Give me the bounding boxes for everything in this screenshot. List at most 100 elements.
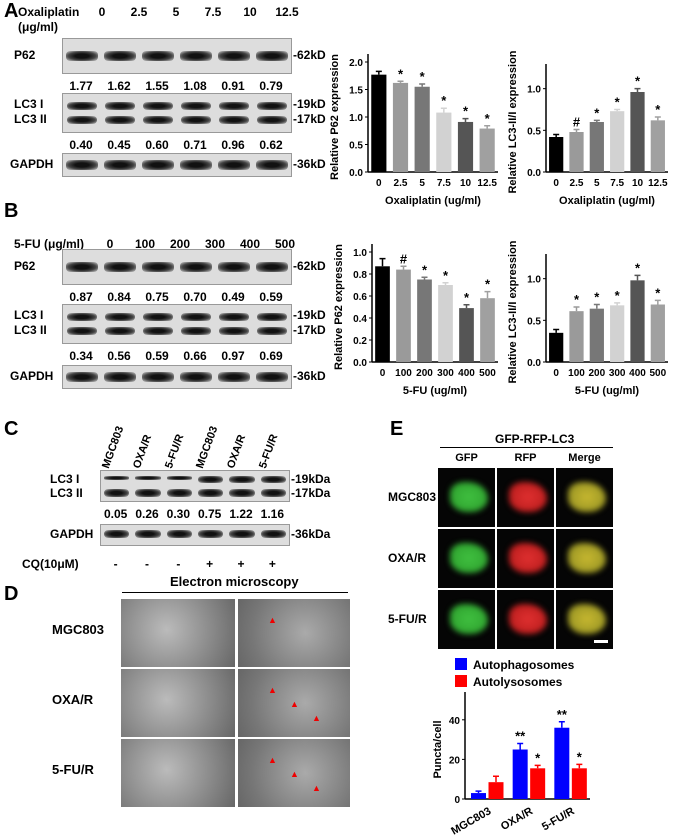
bar: [396, 269, 411, 362]
y-axis-label: Relative P62 expression: [329, 54, 341, 180]
densitometry-value: 0.59: [145, 349, 169, 363]
lc3ii-label: LC3 II: [14, 112, 47, 126]
bar: [589, 122, 604, 172]
fluorescence-image: [497, 468, 554, 527]
error-bar: [654, 299, 661, 305]
densitometry-value: 1.16: [260, 507, 284, 521]
densitometry-value: 1.62: [107, 79, 131, 93]
x-tick-label: 2.5: [394, 178, 408, 189]
y-axis-label: Relative LC3-II/I expression: [507, 240, 519, 383]
kd-36: -36kDa: [291, 527, 331, 541]
band: [143, 313, 173, 321]
x-tick-label: 200: [416, 368, 433, 379]
em-image-low-mag: [120, 668, 236, 738]
dose-label: 100: [134, 237, 156, 251]
y-tick-label: 0: [454, 795, 460, 806]
bar: [569, 132, 584, 172]
channel-label: GFP: [455, 452, 478, 464]
y-tick-label: 2.0: [349, 58, 363, 69]
band: [180, 262, 212, 272]
significance-mark: *: [655, 285, 661, 300]
band: [67, 327, 97, 335]
cq-indicator: +: [206, 557, 214, 571]
gapdh-blot: [62, 153, 292, 177]
dose-label: 500: [274, 237, 296, 251]
band: [256, 160, 288, 170]
arrowhead-icon: ▲: [290, 769, 299, 779]
densitometry-value: 0.75: [197, 507, 222, 521]
error-bar: [440, 107, 447, 113]
cell: [450, 543, 488, 573]
dose-label: 10: [243, 5, 257, 19]
error-bar: [576, 763, 583, 769]
densitometry-value: 0.79: [259, 79, 283, 93]
band: [66, 262, 98, 272]
cell-line-label: 5-FU/R: [388, 612, 427, 626]
cell-line-label: MGC803: [388, 490, 437, 504]
arrowhead-icon: ▲: [312, 713, 321, 723]
band: [67, 102, 97, 110]
band: [218, 262, 250, 272]
y-tick-label: 0.4: [353, 314, 367, 325]
bar: [512, 749, 528, 799]
significance-mark: *: [635, 260, 641, 275]
band: [66, 51, 98, 61]
error-bar: [573, 128, 580, 132]
densitometry-value: 0.30: [166, 507, 190, 521]
band: [181, 313, 211, 321]
cell: [568, 604, 606, 634]
bar: [554, 727, 570, 799]
p62-label: P62: [14, 48, 36, 62]
significance-mark: *: [635, 74, 641, 89]
x-tick-label: 5: [594, 178, 600, 189]
band: [105, 102, 135, 110]
band: [143, 116, 173, 124]
significance-mark: *: [485, 277, 491, 292]
band: [198, 489, 224, 497]
band: [104, 489, 130, 497]
band: [198, 530, 224, 538]
band: [257, 313, 287, 321]
x-axis-label: 5-FU (ug/ml): [575, 385, 639, 397]
kd-17: -17kDa: [291, 486, 331, 500]
kd-19: -19kD: [293, 97, 326, 111]
kd-62: -62kD: [293, 259, 326, 273]
cell: [568, 482, 606, 512]
bar: [438, 285, 453, 362]
x-tick-label: 100: [395, 368, 412, 379]
kd-36: -36kD: [293, 157, 326, 171]
fluorescence-image: [438, 590, 495, 649]
fluorescence-image: [438, 529, 495, 588]
error-bar: [462, 117, 469, 122]
error-bar: [534, 764, 541, 769]
treatment-label: 5-FU (μg/ml): [14, 237, 85, 251]
x-tick-label: 400: [629, 368, 646, 379]
densitometry-value: 0.71: [183, 138, 207, 152]
bar: [610, 111, 625, 172]
band: [166, 476, 192, 480]
channel-label: Merge: [568, 452, 601, 464]
x-tick-label: 0: [553, 368, 559, 379]
error-bar: [593, 303, 600, 309]
dose-label: 400: [239, 237, 261, 251]
bar: [650, 304, 665, 362]
cq-label: CQ(10μM): [22, 557, 79, 571]
densitometry-value: 0.75: [145, 290, 169, 304]
y-tick-label: 0.0: [527, 358, 541, 369]
arrowhead-icon: ▲: [268, 685, 277, 695]
bar: [459, 308, 474, 362]
significance-mark: *: [485, 111, 491, 126]
significance-mark: *: [577, 749, 583, 764]
fluorescence-image: [556, 529, 613, 588]
gapdh-blot: [100, 524, 290, 546]
band: [142, 51, 174, 61]
y-tick-label: 20: [449, 755, 461, 766]
error-bar: [419, 83, 426, 87]
cell: [450, 604, 488, 634]
x-tick-label: 0: [553, 178, 559, 189]
x-axis-label: Oxaliplatin (ug/ml): [559, 195, 655, 207]
error-bar: [553, 133, 560, 137]
x-tick-label: 7.5: [437, 178, 451, 189]
band: [218, 372, 250, 382]
band: [67, 116, 97, 124]
